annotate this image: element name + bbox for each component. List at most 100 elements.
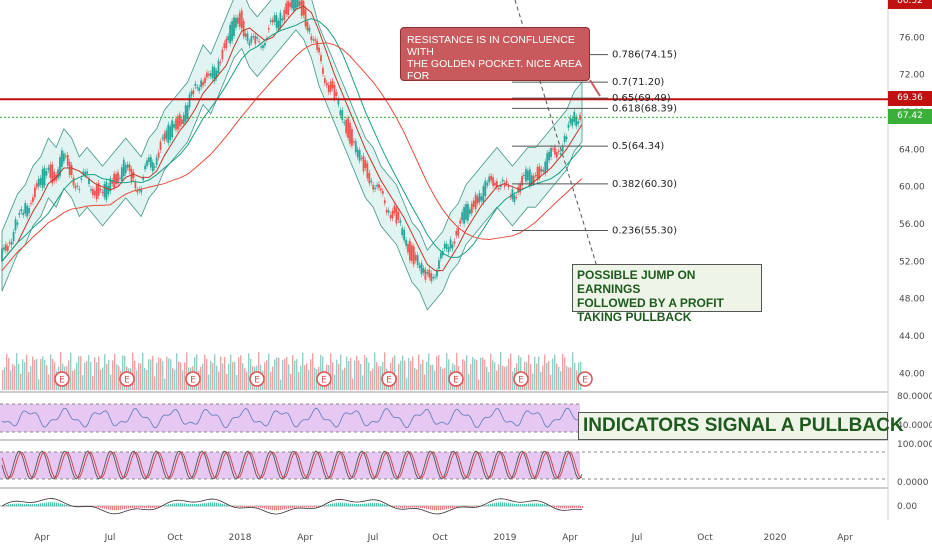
macd-histogram-bar <box>260 506 262 508</box>
candle-body <box>41 168 44 188</box>
candle-body <box>117 172 119 184</box>
volume-bar <box>466 355 468 390</box>
volume-bar <box>330 353 332 390</box>
candle-body <box>337 99 340 105</box>
volume-bar <box>294 360 296 390</box>
macd-histogram-bar <box>308 506 310 508</box>
macd-histogram-bar <box>50 502 52 507</box>
macd-histogram-bar <box>470 506 472 507</box>
candle-body <box>482 186 485 203</box>
volume-bar <box>492 360 494 390</box>
candle-body <box>335 92 338 96</box>
volume-bar <box>246 371 248 390</box>
candle-body <box>468 209 471 214</box>
macd-histogram-bar <box>416 506 418 508</box>
candle-body <box>546 153 549 170</box>
volume-bar <box>350 358 352 390</box>
candle-body <box>231 20 233 41</box>
macd-histogram-bar <box>406 506 408 508</box>
volume-bar <box>144 367 146 390</box>
volume-bar <box>348 360 350 390</box>
volume-bar <box>42 356 44 390</box>
macd-histogram-bar <box>204 503 206 507</box>
candle-body <box>39 177 42 185</box>
price-tick-label: 48.00 <box>899 295 925 305</box>
earnings-marker-label: E <box>254 376 260 386</box>
macd-histogram-bar <box>264 506 266 509</box>
volume-bar <box>336 359 338 390</box>
last-price-label: 67.42 <box>888 109 932 124</box>
candle-body <box>248 41 251 46</box>
volume-bar <box>236 374 238 390</box>
macd-histogram-bar <box>48 502 50 507</box>
volume-bar <box>54 362 56 390</box>
candle-body <box>186 105 189 120</box>
indicator-annotation: INDICATORS SIGNAL A PULLBACK <box>578 412 904 440</box>
macd-histogram-bar <box>114 506 116 511</box>
candle-body <box>296 0 299 7</box>
candle-body <box>206 72 208 78</box>
volume-bar <box>206 358 208 390</box>
candle-body <box>538 166 541 178</box>
candle-body <box>109 178 112 192</box>
earnings-marker-icon <box>249 371 265 387</box>
candle-body <box>484 180 487 196</box>
macd-histogram-bar <box>70 505 72 507</box>
volume-bar <box>52 358 54 390</box>
macd-histogram-bar <box>168 504 170 507</box>
volume-bar <box>232 362 234 390</box>
volume-bar <box>92 376 94 390</box>
volume-bar <box>60 352 62 390</box>
macd-histogram-bar <box>12 503 14 507</box>
macd-histogram-bar <box>154 506 156 508</box>
volume-bar <box>384 352 386 390</box>
volume-bar <box>540 371 542 390</box>
macd-histogram-bar <box>306 506 308 508</box>
candle-body <box>426 272 429 274</box>
macd-histogram-bar <box>538 503 540 507</box>
macd-histogram-bar <box>536 503 538 507</box>
volume-bar <box>44 360 46 390</box>
volume-bar <box>80 356 82 390</box>
macd-histogram-bar <box>314 506 316 508</box>
macd-histogram-bar <box>576 506 578 508</box>
macd-histogram-bar <box>224 504 226 507</box>
earnings-marker-label: E <box>321 376 327 386</box>
fib-level-label: 0.65(69.49) <box>612 93 671 104</box>
top-price-label: 80.32 <box>888 0 932 9</box>
stoch-k-line <box>1 450 583 480</box>
candle-body <box>215 70 218 79</box>
macd-histogram-bar <box>328 504 330 507</box>
macd-histogram-bar <box>440 506 442 511</box>
volume-bar <box>98 356 100 390</box>
candle-body <box>229 24 232 44</box>
candle-body <box>142 177 145 180</box>
volume-bar <box>84 362 86 390</box>
volume-bar <box>22 359 24 390</box>
candle-body <box>472 200 475 208</box>
macd-histogram-bar <box>518 504 520 507</box>
macd-histogram-bar <box>164 505 166 507</box>
candle-body <box>190 91 193 96</box>
candle-body <box>49 164 52 178</box>
price-tick-label: 44.00 <box>899 332 925 342</box>
volume-bar <box>234 361 236 390</box>
macd-histogram-bar <box>210 502 212 507</box>
candle-body <box>184 105 187 122</box>
candle-body <box>528 169 531 186</box>
volume-bar <box>36 358 38 390</box>
volume-bar <box>556 363 558 390</box>
candle-body <box>573 111 576 122</box>
candle-body <box>59 157 61 177</box>
macd-histogram-bar <box>366 503 368 507</box>
macd-histogram-bar <box>242 506 244 508</box>
macd-histogram-bar <box>310 506 312 508</box>
volume-bar <box>380 366 382 390</box>
volume-bar <box>4 367 6 390</box>
volume-bar <box>108 360 110 390</box>
earnings-marker-icon <box>577 371 593 387</box>
candle-body <box>207 73 210 76</box>
volume-bar <box>102 367 104 390</box>
candle-body <box>57 169 59 179</box>
macd-histogram-bar <box>452 506 454 508</box>
